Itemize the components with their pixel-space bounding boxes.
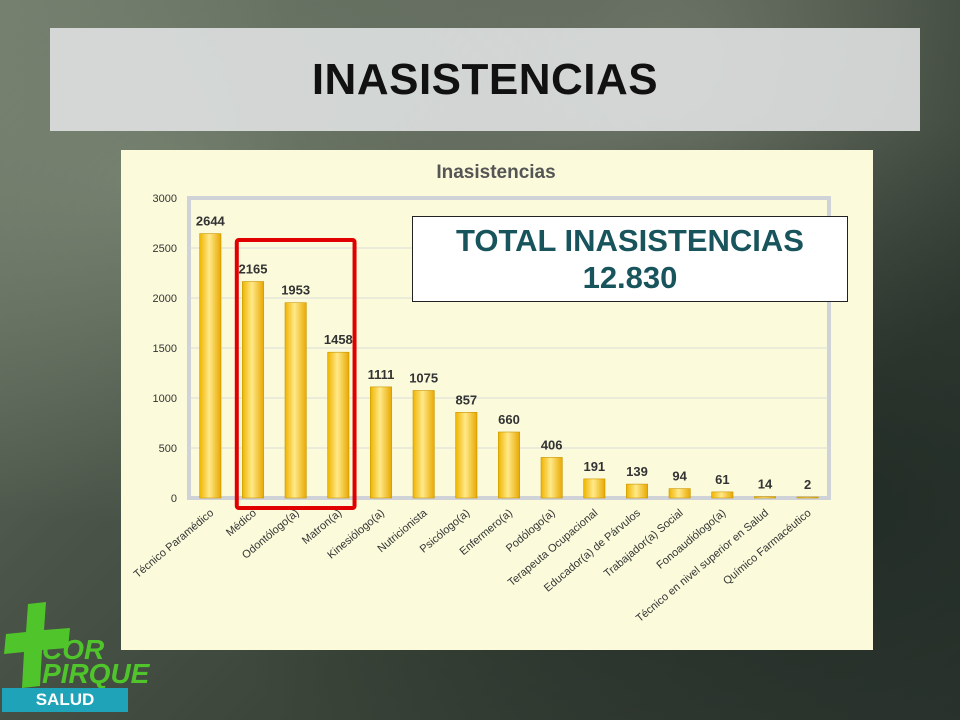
data-label: 2165 [239,262,268,277]
data-label: 2 [804,477,811,492]
logo-line2: PIRQUE [42,658,150,689]
slide-title: INASISTENCIAS [311,54,659,104]
data-label: 139 [626,464,648,479]
highlight-box [234,238,357,510]
data-label: 857 [455,392,477,407]
y-tick-label: 2500 [153,243,177,255]
bar-chart: Inasistencias 0 500 1000 1500 2000 2500 3000 2… [132,162,831,625]
y-tick-label: 0 [171,493,177,505]
data-label: 1111 [368,367,395,382]
total-label: TOTAL INASISTENCIAS [456,223,804,258]
y-tick-label: 1500 [153,343,177,355]
bar [242,281,264,499]
total-value: 12.830 [582,260,678,295]
data-label: 660 [498,412,520,427]
data-label: 1075 [409,371,438,386]
cross-icon [4,602,70,688]
bar [498,431,520,499]
chart-panel: Inasistencias 0 500 1000 1500 2000 2500 3000 2… [121,150,873,650]
y-tick-label: 2000 [153,293,177,305]
bar [583,478,606,499]
bar [284,302,307,499]
logo-badge: SALUD [2,688,128,712]
logo-line1: COR [42,634,105,665]
bar [668,488,691,499]
bar [540,457,563,499]
bar [327,351,350,499]
data-label: 1953 [281,283,310,298]
bar [754,496,776,499]
bar [199,233,222,499]
bar [370,386,392,499]
title-banner: INASISTENCIAS [50,28,920,131]
data-label: 14 [758,477,773,492]
data-label: 2644 [196,214,226,229]
bar [412,390,435,499]
x-tick-label: Médico [224,507,259,539]
y-tick-label: 3000 [153,193,177,205]
x-tick-label: Técnico Paramédico [132,507,217,581]
corpirque-logo: COR PIRQUE SALUD [2,600,149,712]
total-box: TOTAL INASISTENCIAS 12.830 [412,216,848,302]
bar [796,496,819,499]
y-tick-label: 1000 [153,393,177,405]
bar [626,483,648,499]
bar [455,411,478,499]
bar [711,491,734,499]
data-label: 1458 [324,332,353,347]
data-label: 191 [583,459,605,474]
data-label: 406 [541,437,563,452]
logo-wordmark: COR PIRQUE [42,634,150,689]
data-label: 61 [715,472,729,487]
x-tick-label: Trabajador(a) Social [602,507,686,580]
data-label: 94 [672,469,687,484]
chart-title: Inasistencias [436,162,555,183]
y-tick-label: 500 [159,443,177,455]
